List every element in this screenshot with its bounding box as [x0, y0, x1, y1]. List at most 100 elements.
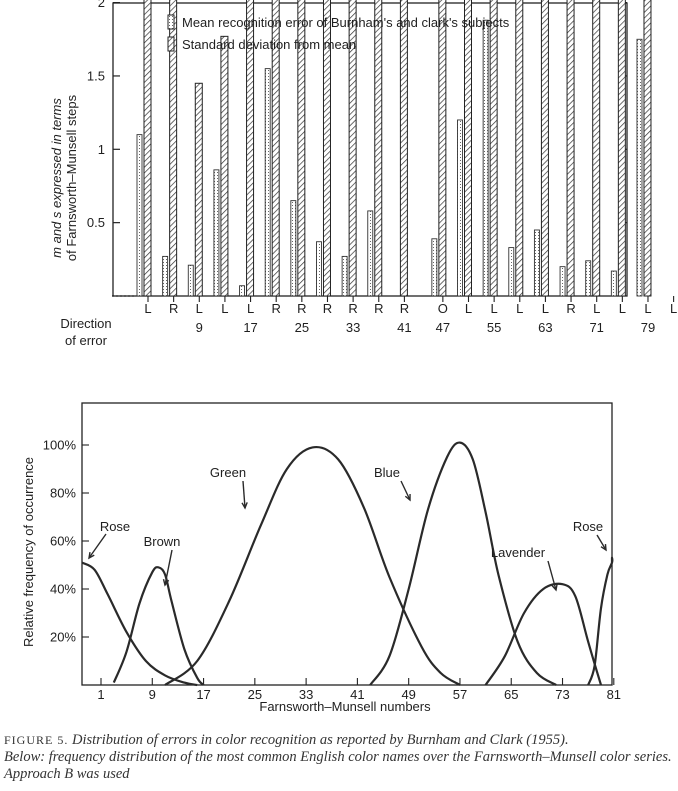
bar-mean-error: [508, 247, 515, 297]
x-tick-label: 49: [401, 687, 415, 702]
curve-label-arrowhead: [404, 493, 411, 502]
curve-blue: [369, 441, 557, 686]
curve-label-arrowhead: [241, 502, 248, 510]
y-tick-label: 1: [98, 142, 105, 157]
direction-label-line2: of error: [65, 333, 108, 348]
curve-rose-left: [81, 561, 198, 687]
bar-mean-error: [316, 241, 322, 297]
curve-brown: [112, 566, 205, 686]
bar-standard-deviation: [399, 0, 408, 297]
bar-mean-error: [431, 238, 438, 297]
direction-letter: L: [144, 301, 151, 316]
error-bar-chart: 0.511.522.53LRLLLRRRRRROLLLLRLLLL9172533…: [49, 0, 677, 348]
bar-standard-deviation: [515, 0, 524, 297]
bar-standard-deviation: [464, 0, 472, 297]
bar-standard-deviation: [540, 0, 549, 297]
x-tick-label: 81: [607, 687, 621, 702]
direction-letter: L: [644, 301, 651, 316]
bar-mean-error: [533, 229, 540, 297]
x-tick-label: 65: [504, 687, 518, 702]
bar-standard-deviation: [322, 0, 331, 297]
bar-standard-deviation: [143, 0, 152, 297]
legend-label-sd: Standard deviation from mean: [182, 37, 356, 52]
x-number-label: 41: [397, 320, 411, 335]
x-number-label: 17: [243, 320, 257, 335]
y-tick-label: 20%: [50, 630, 76, 645]
bar-standard-deviation: [246, 0, 255, 297]
x-number-label: 63: [538, 320, 552, 335]
direction-letter: L: [465, 301, 472, 316]
curve-rose-right: [587, 556, 614, 686]
curve-label-pointer: [164, 549, 173, 586]
y-tick-label: 60%: [50, 534, 76, 549]
x-tick-label: 33: [299, 687, 313, 702]
y-tick-label: 100%: [43, 438, 77, 453]
bar-mean-error: [482, 19, 489, 297]
caption-text-2: Below: frequency distribution of the mos…: [4, 749, 672, 782]
curve-label-arrowhead: [551, 583, 558, 592]
direction-letter: L: [491, 301, 498, 316]
curve-label-pointer: [596, 534, 607, 551]
y-axis-label-line1: m and s expressed in terms: [49, 98, 64, 258]
x-number-label: 79: [641, 320, 655, 335]
x-tick-label: 17: [196, 687, 210, 702]
curve-green: [164, 445, 461, 686]
x-axis-label: Farnsworth–Munsell numbers: [259, 699, 431, 714]
direction-letter: L: [619, 301, 626, 316]
x-tick-label: 9: [149, 687, 156, 702]
x-number-label: 55: [487, 320, 501, 335]
curve-label-green: Green: [210, 465, 246, 480]
x-tick-label: 41: [350, 687, 364, 702]
x-number-label: 9: [196, 320, 203, 335]
legend-swatch-sd: [167, 36, 175, 52]
bar-standard-deviation: [271, 0, 280, 297]
bar-standard-deviation: [220, 35, 229, 297]
bar-standard-deviation: [194, 82, 203, 297]
curve-label-pointer: [242, 480, 246, 509]
x-number-label: 33: [346, 320, 360, 335]
bar-standard-deviation: [566, 0, 575, 297]
direction-label-line1: Direction: [60, 316, 111, 331]
direction-letter: L: [196, 301, 203, 316]
curve-label-rose-right: Rose: [573, 519, 603, 534]
y-axis-label: Relative frequency of occurrence: [21, 457, 36, 647]
bar-mean-error: [636, 38, 643, 297]
bar-mean-error: [341, 255, 348, 297]
direction-letter: R: [297, 301, 306, 316]
x-tick-label: 1: [97, 687, 104, 702]
bar-mean-error: [290, 200, 297, 297]
bar-mean-error: [585, 260, 592, 297]
bar-mean-error: [457, 119, 463, 297]
direction-letter: R: [323, 301, 332, 316]
y-tick-label: 2: [98, 0, 105, 10]
direction-letter: L: [221, 301, 228, 316]
bar-mean-error: [136, 134, 143, 297]
x-number-label: 25: [295, 320, 309, 335]
caption-text-1: Distribution of errors in color recognit…: [68, 732, 569, 748]
bar-mean-error: [213, 169, 220, 297]
curve-label-arrowhead: [162, 579, 170, 587]
direction-letter: L: [542, 301, 549, 316]
direction-letter: R: [400, 301, 409, 316]
y-axis-label-line2: of Farnsworth–Munsell steps: [64, 94, 79, 261]
x-number-label: 47: [436, 320, 450, 335]
curve-label-blue: Blue: [374, 465, 400, 480]
curve-label-lavender: Lavender: [491, 545, 546, 560]
bar-mean-error: [367, 210, 374, 297]
bar-mean-error: [559, 266, 566, 297]
direction-letter: R: [169, 301, 178, 316]
bar-mean-error: [610, 270, 617, 297]
bar-mean-error: [239, 285, 246, 297]
curve-label-brown: Brown: [144, 534, 181, 549]
figure-caption: FIGURE 5. Distribution of errors in colo…: [4, 732, 676, 783]
direction-letter: R: [374, 301, 383, 316]
y-tick-label: 1.5: [87, 68, 105, 83]
x-number-label: 71: [589, 320, 603, 335]
direction-letter: L: [247, 301, 254, 316]
curve-label-arrowhead: [88, 551, 95, 560]
y-tick-label: 80%: [50, 486, 76, 501]
x-tick-label: 73: [555, 687, 569, 702]
bar-standard-deviation: [348, 0, 357, 297]
legend-swatch-mean: [167, 14, 175, 30]
legend-label-mean: Mean recognition error of Burnham's and …: [182, 15, 510, 30]
